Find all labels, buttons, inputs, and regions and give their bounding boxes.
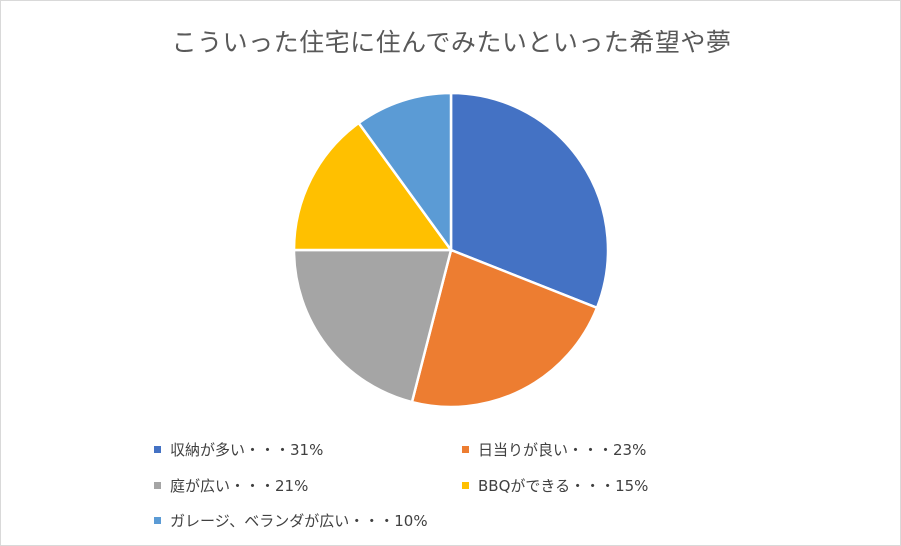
legend-label-garden: 庭が広い・・・21% xyxy=(170,477,309,495)
legend-swatch-garage xyxy=(154,517,161,524)
legend-label-storage: 収納が多い・・・31% xyxy=(170,441,324,459)
chart-title: こういった住宅に住んでみたいといった希望や夢 xyxy=(171,28,732,57)
legend-swatch-sunlight xyxy=(462,446,469,453)
pie-slice-sunlight xyxy=(410,248,599,409)
pie-slice-garage xyxy=(357,91,453,252)
legend-label-garage: ガレージ、ベランダが広い・・・10% xyxy=(170,512,428,530)
pie-slice-garden xyxy=(292,248,453,404)
legend-item-sunlight: 日当りが良い・・・23% xyxy=(462,439,646,460)
legend-label-sunlight: 日当りが良い・・・23% xyxy=(478,441,647,459)
legend-swatch-storage xyxy=(154,446,161,453)
legend-item-bbq: BBQができる・・・15% xyxy=(462,475,648,496)
legend-label-bbq: BBQができる・・・15% xyxy=(478,477,649,495)
legend-swatch-garden xyxy=(154,482,161,489)
pie-slice-bbq xyxy=(292,121,453,252)
legend-item-storage: 収納が多い・・・31% xyxy=(154,439,323,460)
legend-swatch-bbq xyxy=(462,482,469,489)
pie-slice-storage xyxy=(449,91,610,310)
legend-item-garden: 庭が広い・・・21% xyxy=(154,475,308,496)
legend-item-garage: ガレージ、ベランダが広い・・・10% xyxy=(154,510,428,531)
